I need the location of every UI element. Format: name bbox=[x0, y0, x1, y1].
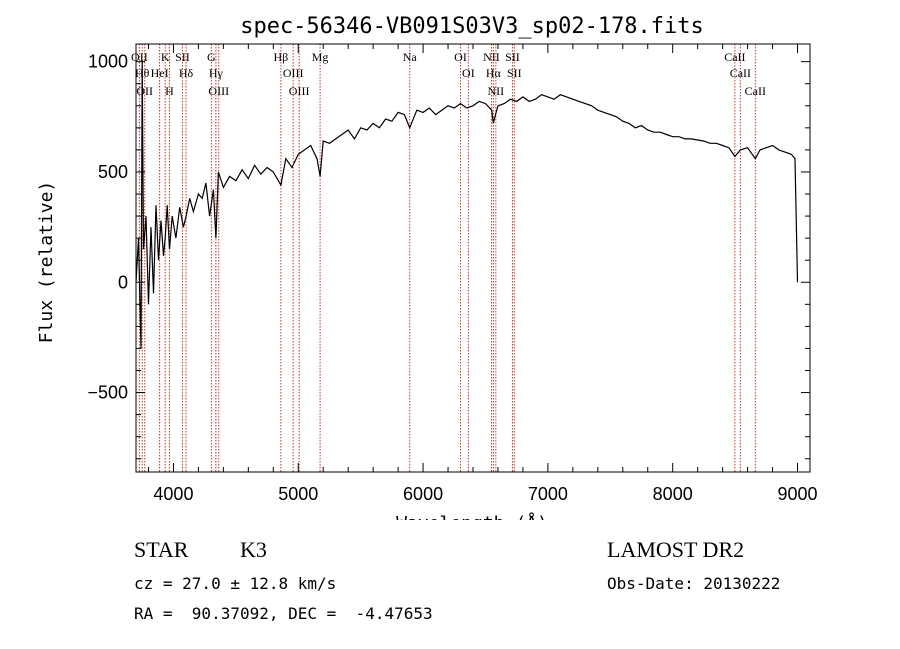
line-label: OIII bbox=[208, 84, 229, 98]
redshift-text: cz = 27.0 ± 12.8 km/s bbox=[134, 574, 337, 593]
plot-frame bbox=[135, 43, 811, 473]
line-label: OIII bbox=[283, 66, 304, 80]
line-label: NII bbox=[488, 84, 505, 98]
line-label: G bbox=[207, 50, 216, 64]
line-label: Hθ bbox=[135, 66, 150, 80]
x-tick-label: 4000 bbox=[153, 484, 193, 504]
y-axis-title: Flux (relative) bbox=[36, 181, 57, 344]
line-label: NII bbox=[483, 50, 500, 64]
line-label: OII bbox=[136, 84, 153, 98]
y-tick-label: 0 bbox=[118, 272, 128, 292]
line-label: Hδ bbox=[179, 66, 194, 80]
line-label: Mg bbox=[312, 50, 329, 64]
y-tick-label: −500 bbox=[87, 383, 128, 403]
line-label: OIII bbox=[289, 84, 310, 98]
line-label: CaII bbox=[730, 66, 751, 80]
x-tick-label: 6000 bbox=[403, 484, 443, 504]
spectrum-series bbox=[135, 61, 799, 349]
spectral-line-markers bbox=[138, 44, 756, 472]
line-label: OII bbox=[131, 50, 148, 64]
line-label: CaII bbox=[724, 50, 745, 64]
line-label: Hγ bbox=[209, 66, 224, 80]
line-label: Na bbox=[403, 50, 418, 64]
spectrum-line bbox=[135, 61, 799, 349]
obs-date: Obs-Date: 20130222 bbox=[607, 574, 781, 593]
x-tick-label: 9000 bbox=[777, 484, 817, 504]
chart-title: spec-56346-VB091S03V3_sp02-178.fits bbox=[240, 14, 704, 39]
survey-name: LAMOST DR2 bbox=[607, 537, 745, 562]
x-tick-label: 7000 bbox=[528, 484, 568, 504]
line-label: CaII bbox=[745, 84, 766, 98]
y-tick-label: 1000 bbox=[88, 52, 128, 72]
line-label: Hα bbox=[486, 66, 502, 80]
line-label: H bbox=[165, 84, 174, 98]
line-label: SII bbox=[175, 50, 190, 64]
line-label: SII bbox=[507, 66, 522, 80]
x-tick-label: 5000 bbox=[278, 484, 318, 504]
line-label: K bbox=[161, 50, 170, 64]
line-label: OI bbox=[454, 50, 467, 64]
x-axis-title: Wavelength (Å) bbox=[396, 512, 548, 520]
spectrum-chart: spec-56346-VB091S03V3_sp02-178.fits 4000… bbox=[36, 14, 818, 520]
object-subclass: K3 bbox=[240, 537, 267, 562]
object-class: STAR bbox=[134, 537, 189, 562]
line-label: Hβ bbox=[274, 50, 289, 64]
x-tick-label: 8000 bbox=[653, 484, 693, 504]
line-label: OI bbox=[462, 66, 475, 80]
line-label: HeI bbox=[151, 66, 169, 80]
coordinates-text: RA = 90.37092, DEC = -4.47653 bbox=[134, 604, 433, 623]
axis-ticks: 4000 5000 6000 7000 8000 9000 −500 0 500 1000 bbox=[87, 44, 818, 504]
y-tick-label: 500 bbox=[98, 162, 128, 182]
line-label: SII bbox=[505, 50, 520, 64]
